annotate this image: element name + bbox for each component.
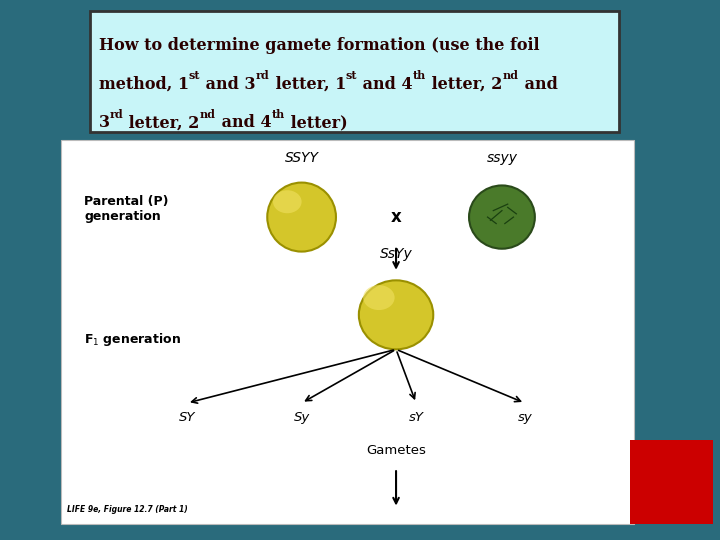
- Text: and 4: and 4: [357, 76, 413, 92]
- Text: How to determine gamete formation (use the foil: How to determine gamete formation (use t…: [99, 37, 539, 53]
- Text: st: st: [189, 70, 200, 82]
- Text: Gametes: Gametes: [366, 444, 426, 457]
- Text: and: and: [518, 76, 557, 92]
- Text: ssyy: ssyy: [487, 151, 518, 165]
- Ellipse shape: [359, 280, 433, 349]
- Text: sy: sy: [518, 411, 532, 424]
- Text: SSYY: SSYY: [284, 151, 319, 165]
- Text: Parental (P)
generation: Parental (P) generation: [84, 195, 168, 224]
- Ellipse shape: [267, 183, 336, 252]
- Text: st: st: [346, 70, 357, 82]
- Text: x: x: [391, 208, 402, 226]
- Text: nd: nd: [503, 70, 518, 82]
- Text: and 3: and 3: [200, 76, 256, 92]
- Text: and 4: and 4: [216, 114, 271, 131]
- Text: LIFE 9e, Figure 12.7 (Part 1): LIFE 9e, Figure 12.7 (Part 1): [67, 505, 188, 514]
- FancyBboxPatch shape: [90, 11, 619, 132]
- Text: letter, 2: letter, 2: [426, 76, 503, 92]
- Text: Sy: Sy: [294, 411, 310, 424]
- Text: method, 1: method, 1: [99, 76, 189, 92]
- Text: rd: rd: [256, 70, 269, 82]
- Text: 3: 3: [99, 114, 109, 131]
- Text: F$_1$ generation: F$_1$ generation: [84, 331, 181, 348]
- Text: letter, 1: letter, 1: [269, 76, 346, 92]
- Text: SY: SY: [179, 411, 195, 424]
- Text: th: th: [271, 109, 284, 120]
- Text: letter, 2: letter, 2: [123, 114, 199, 131]
- FancyBboxPatch shape: [630, 440, 713, 524]
- Ellipse shape: [469, 185, 535, 249]
- Ellipse shape: [273, 190, 302, 213]
- Text: sY: sY: [408, 411, 423, 424]
- FancyBboxPatch shape: [61, 140, 634, 524]
- Text: th: th: [413, 70, 426, 82]
- Text: rd: rd: [109, 109, 123, 120]
- Text: SsYy: SsYy: [379, 247, 413, 261]
- Text: nd: nd: [199, 109, 216, 120]
- Text: letter): letter): [284, 114, 347, 131]
- Ellipse shape: [363, 285, 395, 310]
